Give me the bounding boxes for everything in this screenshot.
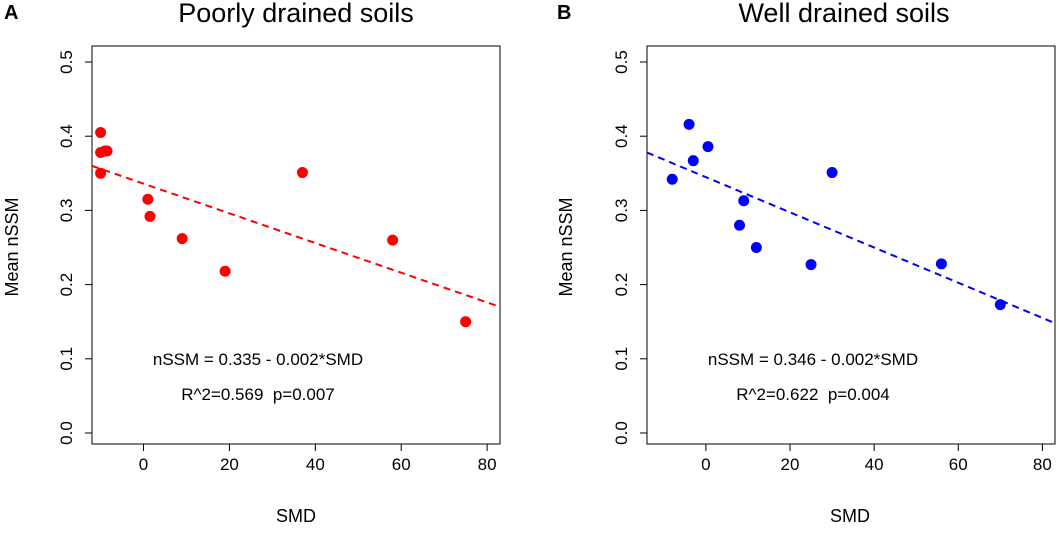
panel-b-x-ticks: 0 20 40 60 80 [701,444,1052,474]
panel-b-x-axis: 0 20 40 60 80 [701,443,1052,474]
x-tick-label: 0 [701,455,710,474]
y-tick-label: 0.2 [57,273,76,297]
x-tick-label: 0 [139,455,148,474]
y-tick-label: 0.0 [612,421,631,445]
data-point [95,167,107,179]
panel-a: A Poorly drained soils 0 20 40 60 80 0.00.10… [2,0,501,526]
y-tick-label: 0.0 [57,421,76,445]
x-tick-label: 20 [781,455,800,474]
y-tick-label: 0.5 [57,50,76,74]
x-tick-label: 80 [1033,455,1052,474]
data-point [95,126,107,138]
panel-b-label: B [557,2,571,24]
panel-b: B Well drained soils 0 20 40 60 80 0.0 0.1 0.2… [556,0,1056,526]
panel-b-x-label: SMD [830,506,870,526]
panel-a-x-ticks: 0 20 40 60 80 [139,444,497,474]
data-point [994,299,1006,311]
panel-a-equation: nSSM = 0.335 - 0.002*SMD [153,350,363,369]
panel-b-y-axis: 0.0 0.1 0.2 0.3 0.4 0.5 [612,50,648,445]
x-tick-label: 40 [865,455,884,474]
data-point [738,195,750,207]
y-tick-label: 0.1 [612,347,631,371]
panel-a-x-label: SMD [276,506,316,526]
panel-b-points [666,118,1006,311]
data-point [683,118,695,130]
x-tick-label: 20 [220,455,239,474]
y-tick-label: 0.4 [612,124,631,148]
panel-a-fit-line [91,164,501,308]
data-point [805,259,817,271]
y-tick-label: 0.1 [57,347,76,371]
data-point [702,141,714,153]
data-point [460,316,472,328]
x-tick-label: 60 [949,455,968,474]
panel-a-points [95,126,472,328]
panel-a-y-label: Mean nSSM [2,197,22,296]
y-tick-label: 0.4 [57,124,76,148]
data-point [296,167,308,179]
panel-b-y-ticks: 0.0 0.1 0.2 0.3 0.4 0.5 [612,50,647,445]
panel-b-title: Well drained soils [738,0,949,28]
data-point [176,233,188,245]
panel-b-stats: R^2=0.622 p=0.004 [736,385,890,404]
panel-b-equation: nSSM = 0.346 - 0.002*SMD [708,350,918,369]
data-point [666,173,678,185]
y-tick-label: 0.5 [612,50,631,74]
data-point [219,265,231,277]
panel-a-x-axis: 0 20 40 60 80 [139,443,497,474]
y-tick-label: 0.3 [612,199,631,223]
panel-a-label: A [4,2,18,24]
panel-b-y-label: Mean nSSM [556,197,576,296]
data-point [687,155,699,167]
y-tick-label: 0.2 [612,273,631,297]
panel-a-y-axis: 0.0 0.1 0.2 0.3 0.4 0.5 [57,50,93,445]
panel-a-y-ticks: 0.0 0.1 0.2 0.3 0.4 0.5 [57,50,92,445]
data-point [144,210,156,222]
data-point [101,145,113,157]
data-point [826,167,838,179]
panel-a-stats: R^2=0.569 p=0.007 [181,385,335,404]
x-tick-label: 60 [392,455,411,474]
data-point [734,219,746,231]
x-tick-label: 40 [306,455,325,474]
panel-a-title: Poorly drained soils [178,0,414,28]
panel-b-fit-line [646,151,1056,325]
data-point [387,234,399,246]
x-tick-label: 80 [478,455,497,474]
data-point [935,258,947,270]
data-point [750,242,762,253]
y-tick-label: 0.3 [57,199,76,223]
data-point [142,193,154,205]
